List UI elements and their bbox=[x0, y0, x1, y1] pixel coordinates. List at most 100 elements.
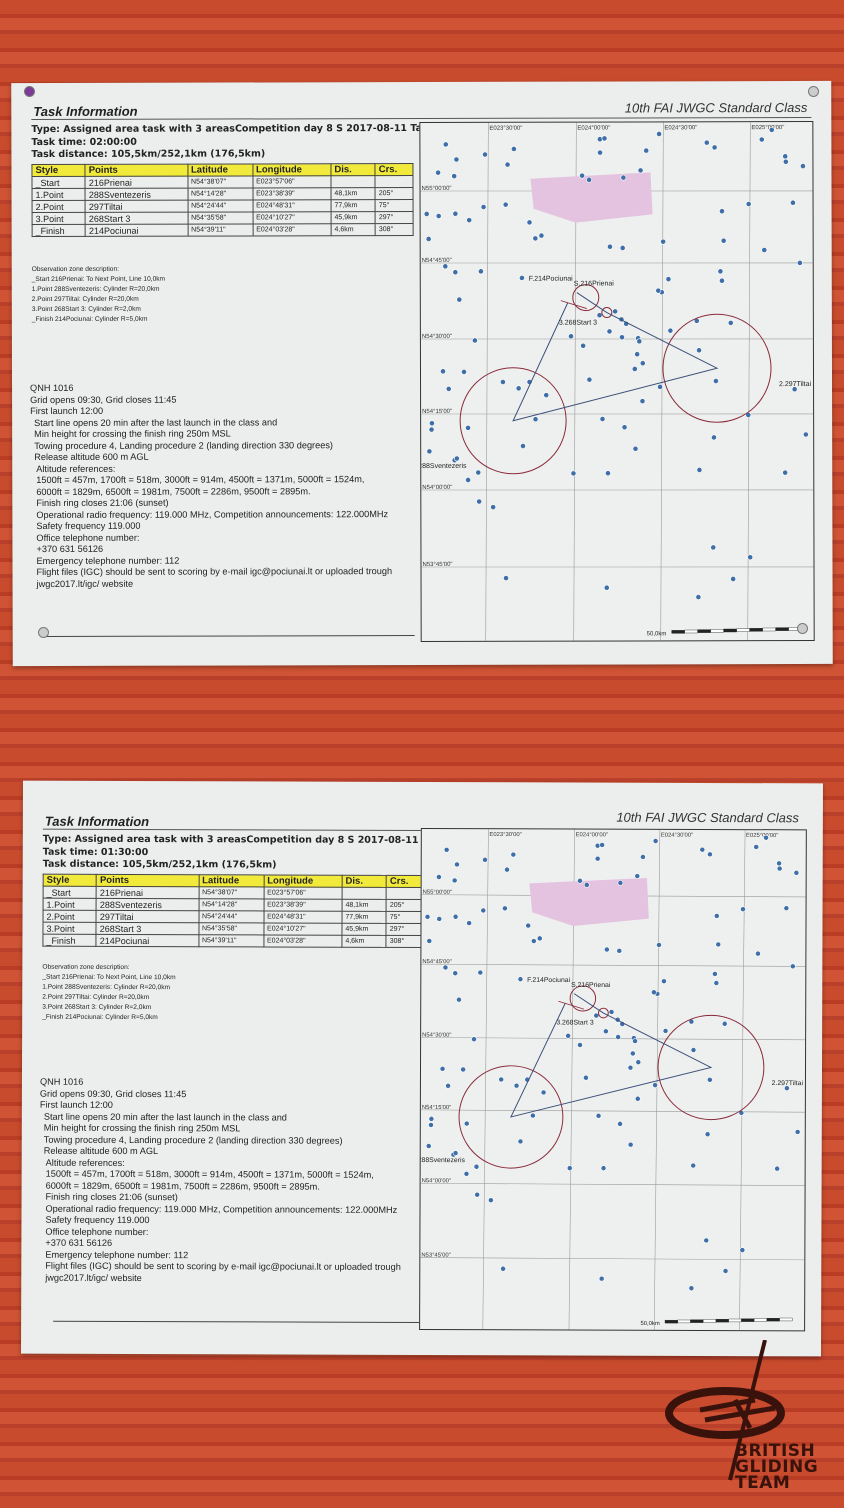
scale-label: 50,0km bbox=[647, 631, 667, 637]
waypoint-marker bbox=[627, 1064, 634, 1071]
table-cell: E024°03'28" bbox=[252, 223, 332, 236]
parallel-line bbox=[420, 262, 813, 264]
waypoint-marker bbox=[606, 328, 613, 335]
note-line: Altitude references: bbox=[36, 463, 116, 474]
waypoint-marker bbox=[617, 880, 624, 886]
briefing-notes: QNH 1016 Grid opens 09:30, Grid closes 11… bbox=[39, 1077, 401, 1285]
waypoint-marker bbox=[440, 368, 446, 375]
waypoint-marker bbox=[620, 174, 627, 181]
waypoint-marker bbox=[717, 268, 724, 275]
task-map: E023°30'00" E024°00'00" E024°30'00" E025°00… bbox=[418, 120, 815, 643]
push-pin bbox=[24, 86, 35, 97]
waypoint-marker bbox=[502, 905, 508, 912]
point1-label: 288Sventezeris bbox=[420, 463, 467, 470]
waypoint-marker bbox=[526, 219, 533, 226]
table-cell: 288Sventezeris bbox=[96, 898, 199, 911]
waypoint-marker bbox=[710, 544, 717, 551]
waypoint-marker bbox=[662, 1028, 669, 1034]
start-zone bbox=[569, 985, 597, 1012]
waypoint-marker bbox=[511, 146, 517, 152]
waypoint-marker bbox=[636, 338, 643, 345]
note-line: Office telephone number: bbox=[36, 532, 140, 543]
scale-bar-segment bbox=[690, 1319, 704, 1323]
waypoint-marker bbox=[599, 842, 605, 848]
class-title: 10th FAI JWGC Standard Class bbox=[616, 809, 799, 826]
waypoint-marker bbox=[426, 448, 433, 455]
waypoint-marker bbox=[456, 996, 462, 1003]
scale-bar-segment bbox=[710, 629, 724, 633]
waypoint-marker bbox=[476, 498, 483, 505]
observation-zone-line: 2.Point 297Tiltai: Cylinder R=20,0km bbox=[42, 993, 150, 1002]
waypoint-marker bbox=[488, 1197, 494, 1203]
table-cell: 2.Point bbox=[32, 200, 86, 213]
point2-zone bbox=[657, 1014, 765, 1121]
waypoint-marker bbox=[661, 978, 667, 984]
observation-zone-line: Observation zone description: bbox=[42, 963, 130, 971]
note-line: Operational radio frequency: 119.000 MHz… bbox=[36, 508, 389, 520]
note-line: Grid opens 09:30, Grid closes 11:45 bbox=[30, 394, 177, 405]
column-header: Points bbox=[96, 874, 199, 887]
scale-bar-segment bbox=[671, 630, 685, 634]
table-cell: E024°48'31" bbox=[263, 910, 342, 924]
waypoint-marker bbox=[763, 834, 769, 841]
waypoint-marker bbox=[768, 126, 775, 133]
waypoint-marker bbox=[604, 946, 610, 953]
note-line: Safety frequency 119.000 bbox=[36, 520, 141, 532]
waypoint-marker bbox=[463, 1171, 470, 1177]
table-cell: 205° bbox=[386, 899, 425, 912]
longitude-label: E024°00'00" bbox=[576, 832, 608, 838]
waypoint-marker bbox=[596, 312, 603, 319]
waypoint-marker bbox=[513, 1082, 520, 1089]
point1-zone bbox=[459, 367, 567, 475]
parallel-line bbox=[421, 566, 814, 568]
latitude-label: N53°45'00" bbox=[421, 1253, 450, 1259]
scale-bar-segment bbox=[697, 629, 711, 633]
note-line: First launch 12:00 bbox=[30, 405, 104, 417]
waypoint-marker bbox=[424, 914, 431, 920]
waypoint-marker bbox=[632, 445, 639, 452]
waypoint-marker bbox=[536, 935, 543, 942]
meridian-line bbox=[482, 829, 489, 1330]
waypoint-marker bbox=[504, 161, 511, 168]
waypoint-marker bbox=[627, 1141, 634, 1148]
finish-label: F.214Pociunai bbox=[529, 276, 573, 283]
scale-bar-segment bbox=[736, 628, 750, 632]
observation-zone-line: 3.Point 268Start 3: Cylinder R=2,0km bbox=[31, 305, 141, 314]
logo-line: BRITISH bbox=[735, 1441, 816, 1461]
waypoint-marker bbox=[580, 342, 587, 349]
observation-zone-line: _Finish 214Pociunai: Cylinder R=5,0km bbox=[31, 315, 148, 324]
waypoint-marker bbox=[442, 964, 449, 971]
note-line: jwgc2017.lt/igc/ website bbox=[36, 578, 134, 589]
point1-zone bbox=[458, 1065, 564, 1169]
longitude-label: E023°30'00" bbox=[489, 832, 521, 838]
column-header: Latitude bbox=[198, 874, 264, 887]
waypoint-marker bbox=[452, 1150, 459, 1156]
waypoint-marker bbox=[603, 584, 610, 591]
point3-label: 3.268Start 3 bbox=[556, 1019, 594, 1026]
waypoint-marker bbox=[586, 376, 593, 383]
table-cell: N54°14'28" bbox=[187, 187, 253, 201]
waypoint-marker bbox=[436, 874, 442, 880]
scale-bar-segment bbox=[715, 1319, 729, 1323]
push-pin bbox=[38, 627, 49, 638]
scale-bar-segment bbox=[728, 1318, 742, 1323]
table-cell: 4,6km bbox=[330, 223, 376, 236]
table-cell: 77,9km bbox=[330, 199, 376, 212]
waypoint-marker bbox=[634, 873, 641, 879]
note-line: Flight files (IGC) should be sent to sco… bbox=[45, 1260, 401, 1272]
waypoint-marker bbox=[665, 276, 672, 283]
waypoint-marker bbox=[711, 434, 717, 441]
waypoint-marker bbox=[719, 277, 725, 284]
task-distance: Task distance: 105,5km/252,1km (176,5km) bbox=[42, 858, 277, 871]
parallel-line bbox=[420, 1182, 805, 1186]
waypoint-marker bbox=[478, 268, 484, 275]
table-cell: 77,9km bbox=[341, 911, 387, 924]
observation-zone-line: 1.Point 288Sventezeris: Cylinder R=20,0k… bbox=[31, 285, 160, 294]
waypoint-marker bbox=[643, 147, 650, 154]
waypoint-marker bbox=[696, 347, 702, 354]
waypoint-marker bbox=[530, 938, 537, 944]
meridian-line bbox=[739, 830, 746, 1331]
waypoint-marker bbox=[776, 860, 782, 867]
push-pin bbox=[797, 623, 808, 634]
waypoint-marker bbox=[480, 907, 487, 914]
